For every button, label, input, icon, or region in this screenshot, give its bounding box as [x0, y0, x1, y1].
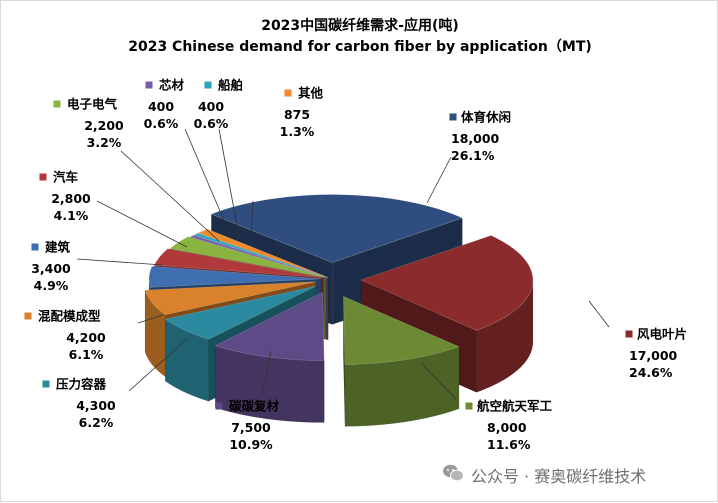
- slice-name: 压力容器: [56, 377, 107, 392]
- watermark: 公众号 · 赛奥碳纤维技术: [441, 460, 711, 486]
- wechat-icon: [443, 464, 464, 482]
- slice-value: 400: [198, 99, 224, 114]
- slice-percent: 4.9%: [34, 278, 69, 293]
- slice-name: 航空航天军工: [477, 399, 553, 414]
- slice-top-2: [360, 235, 534, 331]
- legend-marker: [449, 113, 457, 121]
- slice-label-11: 船舶 400 0.6%: [194, 78, 243, 132]
- slice-value: 4,200: [66, 330, 106, 345]
- slice-name: 其他: [298, 86, 324, 101]
- slice-percent: 4.1%: [54, 208, 89, 223]
- legend-marker: [39, 173, 47, 181]
- legend-marker: [31, 243, 39, 251]
- slice-top-7: [148, 266, 322, 288]
- slice-value: 875: [284, 107, 310, 122]
- slice-top-8: [153, 248, 324, 278]
- slice-name: 建筑: [45, 240, 71, 255]
- legend-marker: [53, 100, 61, 108]
- slice-value: 4,300: [76, 398, 116, 413]
- leader-line: [250, 200, 254, 235]
- leader-line: [262, 350, 272, 394]
- slice-top-1: [210, 194, 464, 263]
- slice-top-12: [197, 228, 329, 278]
- leader-line: [120, 150, 220, 242]
- slice-percent: 26.1%: [451, 148, 495, 163]
- leader-line: [218, 128, 240, 237]
- leader-line: [96, 200, 188, 248]
- slice-percent: 6.1%: [69, 347, 104, 362]
- slice-label-5: 压力容器 4,300 6.2%: [42, 377, 116, 430]
- slice-label-6: 混配模成型 4,200 6.1%: [24, 309, 106, 362]
- legend-marker: [204, 81, 212, 89]
- slice-value: 7,500: [231, 420, 271, 435]
- slice-label-7: 建筑 3,400 4.9%: [31, 240, 71, 294]
- slice-label-10: 芯材 400 0.6%: [144, 78, 185, 132]
- slice-percent: 0.6%: [194, 116, 229, 131]
- watermark-text: 公众号 · 赛奥碳纤维技术: [471, 467, 647, 486]
- slice-label-4: 碳碳复材 7,500 10.9%: [215, 399, 280, 452]
- slice-value: 3,400: [31, 261, 71, 276]
- slice-value: 17,000: [629, 348, 678, 363]
- slice-percent: 10.9%: [229, 437, 273, 452]
- legend-marker: [215, 402, 223, 410]
- slice-value: 2,200: [84, 118, 124, 133]
- slice-value: 400: [148, 99, 174, 114]
- slice-percent: 3.2%: [87, 135, 122, 150]
- slice-label-9: 电子电气 2,200 3.2%: [53, 97, 124, 150]
- slice-percent: 0.6%: [144, 116, 179, 131]
- slice-percent: 1.3%: [280, 124, 315, 139]
- slice-name: 电子电气: [67, 97, 118, 112]
- legend-marker: [625, 330, 633, 338]
- slice-name: 船舶: [218, 78, 243, 93]
- slice-name: 芯材: [159, 78, 185, 93]
- slice-name: 体育休闲: [461, 110, 511, 125]
- slice-top-10: [189, 234, 328, 278]
- leader-line: [128, 338, 188, 392]
- leader-line: [76, 258, 164, 266]
- chart-title: 2023中国碳纤维需求-应用(吨): [261, 18, 459, 34]
- slice-value: 2,800: [51, 191, 91, 206]
- slice-name: 汽车: [53, 170, 79, 185]
- legend-marker: [284, 89, 292, 97]
- slice-value: 8,000: [487, 420, 527, 435]
- leader-line: [420, 362, 457, 400]
- slice-name: 混配模成型: [38, 309, 101, 324]
- slice-top-11: [192, 232, 329, 278]
- legend-marker: [24, 312, 32, 320]
- slice-name: 风电叶片: [637, 327, 687, 342]
- slice-percent: 6.2%: [79, 415, 114, 430]
- slice-top-6: [144, 281, 316, 316]
- leader-line: [426, 156, 452, 204]
- slice-label-3: 航空航天军工 8,000 11.6%: [465, 399, 553, 452]
- slice-top-5: [164, 285, 316, 340]
- slice-percent: 24.6%: [629, 365, 673, 380]
- legend-marker: [42, 380, 50, 388]
- slice-top-4: [214, 292, 325, 361]
- chart-subtitle: 2023 Chinese demand for carbon fiber by …: [128, 39, 592, 55]
- slice-top-3: [343, 295, 460, 365]
- slice-name: 碳碳复材: [229, 399, 280, 414]
- legend-marker: [145, 81, 153, 89]
- leader-line: [137, 314, 164, 324]
- legend-marker: [465, 402, 473, 410]
- slice-label-12: 其他 875 1.3%: [280, 86, 324, 140]
- leader-line: [588, 300, 610, 328]
- leader-line: [184, 128, 232, 238]
- slice-value: 18,000: [451, 131, 500, 146]
- slice-percent: 11.6%: [487, 437, 531, 452]
- slice-label-1: 体育休闲 18,000 26.1%: [449, 110, 511, 163]
- slice-label-2: 风电叶片 17,000 24.6%: [625, 327, 687, 380]
- slice-label-8: 汽车 2,800 4.1%: [39, 170, 91, 223]
